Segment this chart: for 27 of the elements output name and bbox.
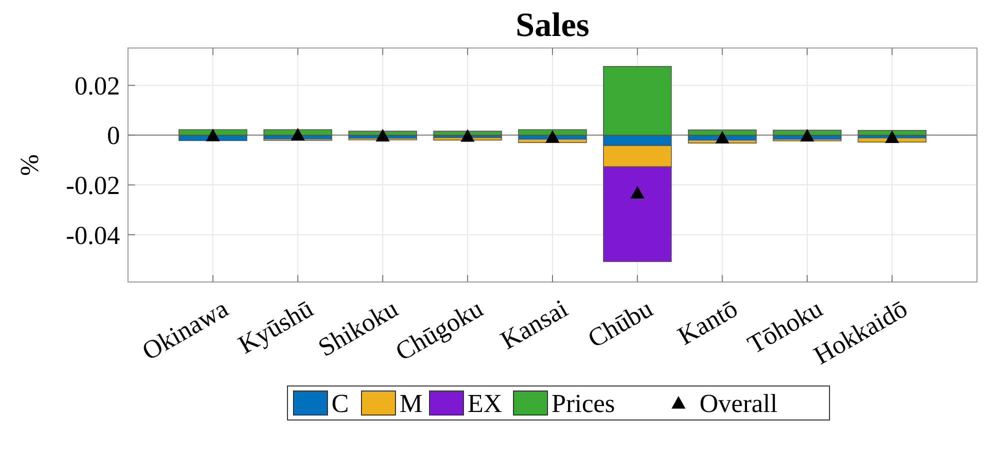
bar xyxy=(348,130,418,136)
point xyxy=(460,129,475,142)
point xyxy=(546,130,560,143)
legend-label: Prices xyxy=(552,389,616,418)
legend-label: M xyxy=(400,389,423,418)
legend-label: C xyxy=(332,389,349,418)
y-axis-title: % xyxy=(15,154,44,176)
legend-label: EX xyxy=(468,389,502,418)
point xyxy=(630,186,644,198)
x-tick-label: Chūbu xyxy=(582,294,658,354)
y-tick-label: -0.04 xyxy=(66,220,120,250)
point xyxy=(715,130,730,144)
bar xyxy=(688,130,757,136)
point xyxy=(290,128,305,140)
point xyxy=(206,128,220,142)
bar xyxy=(518,129,587,136)
point xyxy=(376,128,390,142)
y-tick-label: 0 xyxy=(107,121,120,150)
chart-title: Sales xyxy=(516,7,590,44)
legend-label: Overall xyxy=(700,389,778,418)
point xyxy=(885,130,900,143)
point xyxy=(800,128,814,142)
y-tick-label: 0.02 xyxy=(74,71,120,100)
bar xyxy=(772,130,842,136)
bar xyxy=(858,130,926,136)
y-tick-label: -0.02 xyxy=(66,171,120,200)
x-tick-label: Kantō xyxy=(672,294,742,351)
